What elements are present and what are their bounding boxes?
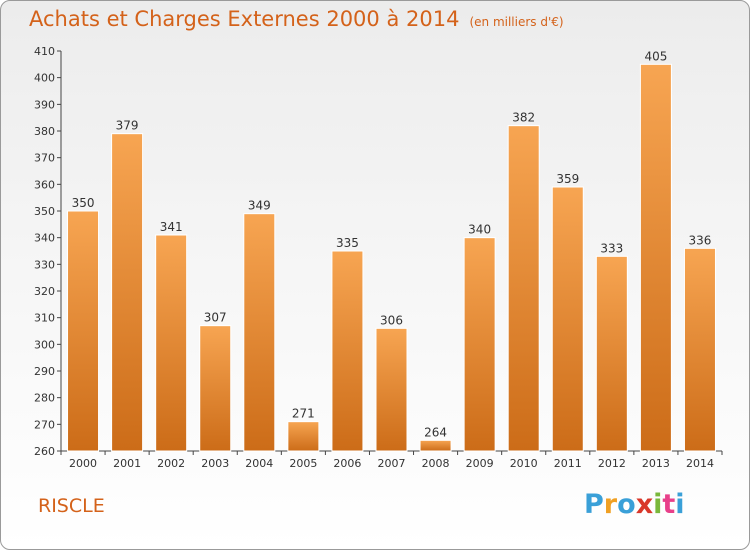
data-label-2013: 405 xyxy=(644,49,667,63)
data-label-2004: 349 xyxy=(248,199,271,213)
brand-letter: x xyxy=(635,489,654,520)
x-tick-label-2005: 2005 xyxy=(289,457,317,470)
brand-logo: Proxiti xyxy=(584,489,685,520)
x-tick-label-2006: 2006 xyxy=(333,457,361,470)
x-tick-label-2009: 2009 xyxy=(466,457,494,470)
y-tick-label: 340 xyxy=(34,232,55,245)
labels: 350 2000 379 2001 341 2002 307 2003 349 2004 271 20… xyxy=(69,49,714,470)
data-label-2014: 336 xyxy=(689,233,712,247)
unit-label: (en milliers d'€) xyxy=(469,15,564,29)
data-label-2008: 264 xyxy=(424,425,447,439)
y-tick-label: 310 xyxy=(34,312,55,325)
bar-2011 xyxy=(551,186,584,452)
x-tick-label-2010: 2010 xyxy=(510,457,538,470)
bar-2010 xyxy=(507,125,540,452)
data-label-2011: 359 xyxy=(556,172,579,186)
city-label: RISCLE xyxy=(38,495,105,517)
x-tick-label-2011: 2011 xyxy=(554,457,582,470)
bar-2012 xyxy=(595,255,628,452)
brand-letter: P xyxy=(584,489,604,520)
data-label-2010: 382 xyxy=(512,111,535,125)
y-tick-label: 320 xyxy=(34,285,55,298)
bar-2004 xyxy=(243,213,276,452)
y-tick-label: 350 xyxy=(34,205,55,218)
data-label-2005: 271 xyxy=(292,407,315,421)
brand-letter: r xyxy=(603,489,618,520)
y-tick-label: 330 xyxy=(34,258,55,271)
y-tick-label: 290 xyxy=(34,365,55,378)
data-label-2006: 335 xyxy=(336,236,359,250)
x-tick-label-2008: 2008 xyxy=(422,457,450,470)
data-label-2000: 350 xyxy=(72,196,95,210)
bar-2006 xyxy=(331,250,364,452)
data-label-2009: 340 xyxy=(468,223,491,237)
data-label-2002: 341 xyxy=(160,220,183,234)
x-tick-label-2004: 2004 xyxy=(245,457,273,470)
data-label-2003: 307 xyxy=(204,311,227,325)
title-text: Achats et Charges Externes 2000 à 2014 xyxy=(29,7,460,31)
y-tick-label: 270 xyxy=(34,418,55,431)
bar-2014 xyxy=(683,247,716,452)
y-tick-label: 300 xyxy=(34,338,55,351)
data-label-2012: 333 xyxy=(600,241,623,255)
y-tick-label: 380 xyxy=(34,125,55,138)
bar-2013 xyxy=(639,63,672,452)
bar-2007 xyxy=(375,327,408,452)
data-label-2007: 306 xyxy=(380,313,403,327)
y-tick-label: 360 xyxy=(34,178,55,191)
x-tick-label-2003: 2003 xyxy=(201,457,229,470)
brand-letter: o xyxy=(617,489,636,520)
y-tick-label: 400 xyxy=(34,72,55,85)
y-tick-label: 260 xyxy=(34,445,55,458)
x-tick-label-2002: 2002 xyxy=(157,457,185,470)
y-tick-label: 410 xyxy=(34,45,55,58)
axes: 260 270 280 290 300 310 320 330 340 350 360 370 380 3… xyxy=(34,45,723,458)
y-tick-label: 370 xyxy=(34,152,55,165)
y-tick-label: 280 xyxy=(34,392,55,405)
brand-letter: i xyxy=(675,489,685,520)
bar-2005 xyxy=(287,421,320,452)
brand-letter: i xyxy=(653,489,663,520)
x-tick-label-2012: 2012 xyxy=(598,457,626,470)
x-tick-label-2000: 2000 xyxy=(69,457,97,470)
bar-2008 xyxy=(419,439,452,452)
x-tick-label-2014: 2014 xyxy=(686,457,714,470)
bar-2009 xyxy=(463,237,496,452)
data-label-2001: 379 xyxy=(116,119,139,133)
bar-2000 xyxy=(67,210,100,452)
x-tick-label-2013: 2013 xyxy=(642,457,670,470)
brand-letter: t xyxy=(662,489,676,520)
x-tick-label-2007: 2007 xyxy=(378,457,406,470)
bars xyxy=(67,63,716,452)
bar-2001 xyxy=(111,133,144,452)
bar-2003 xyxy=(199,325,232,452)
bar-2002 xyxy=(155,234,188,452)
y-tick-label: 390 xyxy=(34,98,55,111)
chart-title: Achats et Charges Externes 2000 à 2014 (e… xyxy=(29,7,564,31)
x-tick-label-2001: 2001 xyxy=(113,457,141,470)
